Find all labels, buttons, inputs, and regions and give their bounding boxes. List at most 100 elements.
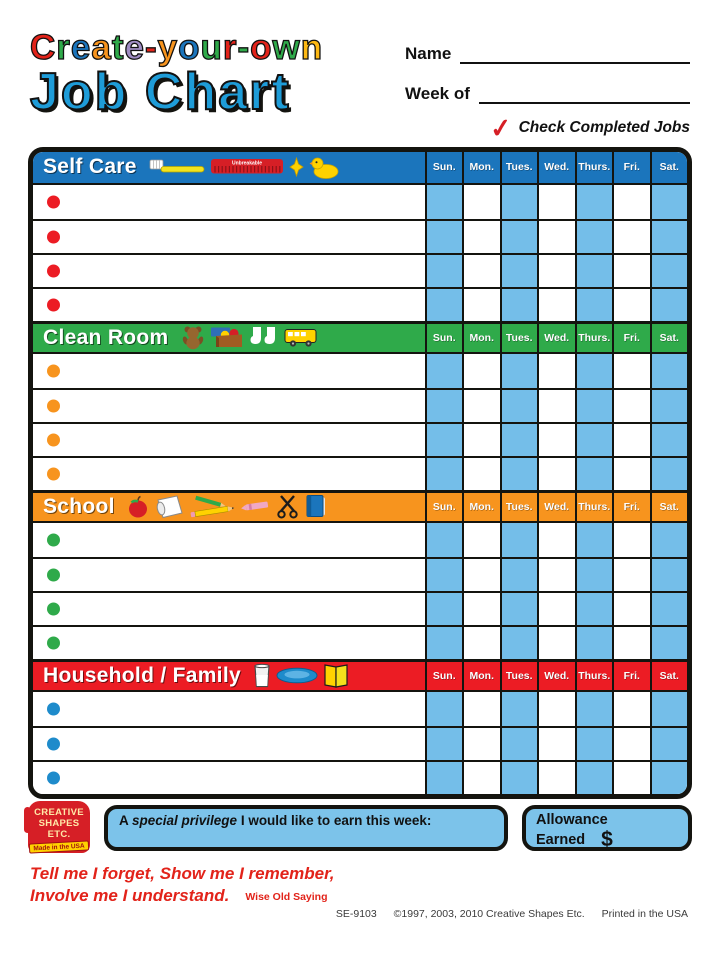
check-cell[interactable] bbox=[649, 389, 687, 422]
check-cell[interactable] bbox=[424, 389, 462, 422]
check-cell[interactable] bbox=[424, 288, 462, 321]
task-write-area[interactable] bbox=[33, 255, 425, 287]
check-cell[interactable] bbox=[649, 761, 687, 794]
check-cell[interactable] bbox=[424, 423, 462, 456]
task-write-area[interactable] bbox=[33, 627, 425, 659]
check-cell[interactable] bbox=[499, 558, 537, 591]
check-cell[interactable] bbox=[499, 592, 537, 625]
check-cell[interactable] bbox=[499, 423, 537, 456]
task-write-area[interactable] bbox=[33, 523, 425, 557]
check-cell[interactable] bbox=[424, 353, 462, 388]
check-cell[interactable] bbox=[462, 353, 500, 388]
check-cell[interactable] bbox=[574, 254, 612, 287]
task-write-area[interactable] bbox=[33, 185, 425, 219]
check-cell[interactable] bbox=[499, 626, 537, 659]
check-cell[interactable] bbox=[612, 353, 650, 388]
check-cell[interactable] bbox=[574, 691, 612, 726]
check-cell[interactable] bbox=[537, 288, 575, 321]
check-cell[interactable] bbox=[424, 220, 462, 253]
check-cell[interactable] bbox=[574, 761, 612, 794]
task-write-area[interactable] bbox=[33, 354, 425, 388]
check-cell[interactable] bbox=[499, 457, 537, 490]
check-cell[interactable] bbox=[574, 626, 612, 659]
check-cell[interactable] bbox=[537, 423, 575, 456]
check-cell[interactable] bbox=[462, 626, 500, 659]
check-cell[interactable] bbox=[537, 184, 575, 219]
check-cell[interactable] bbox=[574, 457, 612, 490]
check-cell[interactable] bbox=[424, 691, 462, 726]
check-cell[interactable] bbox=[649, 254, 687, 287]
check-cell[interactable] bbox=[499, 522, 537, 557]
check-cell[interactable] bbox=[424, 184, 462, 219]
check-cell[interactable] bbox=[649, 727, 687, 760]
check-cell[interactable] bbox=[574, 558, 612, 591]
check-cell[interactable] bbox=[537, 220, 575, 253]
check-cell[interactable] bbox=[424, 727, 462, 760]
check-cell[interactable] bbox=[462, 288, 500, 321]
check-cell[interactable] bbox=[537, 522, 575, 557]
task-write-area[interactable] bbox=[33, 593, 425, 625]
check-cell[interactable] bbox=[537, 592, 575, 625]
task-write-area[interactable] bbox=[33, 458, 425, 490]
check-cell[interactable] bbox=[612, 691, 650, 726]
week-input-line[interactable] bbox=[478, 86, 690, 104]
name-input-line[interactable] bbox=[460, 46, 690, 64]
task-write-area[interactable] bbox=[33, 221, 425, 253]
check-cell[interactable] bbox=[424, 761, 462, 794]
privilege-box[interactable]: A special privilege I would like to earn… bbox=[104, 804, 508, 851]
check-cell[interactable] bbox=[537, 558, 575, 591]
check-cell[interactable] bbox=[462, 389, 500, 422]
check-cell[interactable] bbox=[612, 727, 650, 760]
check-cell[interactable] bbox=[612, 761, 650, 794]
check-cell[interactable] bbox=[462, 727, 500, 760]
check-cell[interactable] bbox=[462, 220, 500, 253]
check-cell[interactable] bbox=[537, 727, 575, 760]
check-cell[interactable] bbox=[462, 691, 500, 726]
check-cell[interactable] bbox=[574, 727, 612, 760]
check-cell[interactable] bbox=[462, 184, 500, 219]
check-cell[interactable] bbox=[462, 558, 500, 591]
check-cell[interactable] bbox=[537, 761, 575, 794]
task-write-area[interactable] bbox=[33, 390, 425, 422]
check-cell[interactable] bbox=[649, 691, 687, 726]
check-cell[interactable] bbox=[462, 423, 500, 456]
check-cell[interactable] bbox=[537, 254, 575, 287]
check-cell[interactable] bbox=[649, 423, 687, 456]
check-cell[interactable] bbox=[649, 288, 687, 321]
check-cell[interactable] bbox=[499, 691, 537, 726]
check-cell[interactable] bbox=[574, 522, 612, 557]
task-write-area[interactable] bbox=[33, 289, 425, 321]
check-cell[interactable] bbox=[649, 592, 687, 625]
check-cell[interactable] bbox=[462, 254, 500, 287]
task-write-area[interactable] bbox=[33, 424, 425, 456]
check-cell[interactable] bbox=[612, 522, 650, 557]
check-cell[interactable] bbox=[424, 592, 462, 625]
check-cell[interactable] bbox=[574, 220, 612, 253]
check-cell[interactable] bbox=[612, 254, 650, 287]
check-cell[interactable] bbox=[537, 457, 575, 490]
check-cell[interactable] bbox=[499, 353, 537, 388]
check-cell[interactable] bbox=[649, 457, 687, 490]
check-cell[interactable] bbox=[612, 592, 650, 625]
check-cell[interactable] bbox=[499, 254, 537, 287]
check-cell[interactable] bbox=[424, 558, 462, 591]
task-write-area[interactable] bbox=[33, 762, 425, 794]
check-cell[interactable] bbox=[424, 522, 462, 557]
check-cell[interactable] bbox=[537, 691, 575, 726]
check-cell[interactable] bbox=[499, 761, 537, 794]
check-cell[interactable] bbox=[574, 389, 612, 422]
check-cell[interactable] bbox=[612, 220, 650, 253]
check-cell[interactable] bbox=[574, 423, 612, 456]
check-cell[interactable] bbox=[424, 457, 462, 490]
check-cell[interactable] bbox=[537, 389, 575, 422]
check-cell[interactable] bbox=[649, 626, 687, 659]
check-cell[interactable] bbox=[499, 220, 537, 253]
check-cell[interactable] bbox=[649, 522, 687, 557]
task-write-area[interactable] bbox=[33, 559, 425, 591]
check-cell[interactable] bbox=[612, 558, 650, 591]
check-cell[interactable] bbox=[462, 592, 500, 625]
check-cell[interactable] bbox=[537, 626, 575, 659]
check-cell[interactable] bbox=[612, 626, 650, 659]
check-cell[interactable] bbox=[612, 184, 650, 219]
check-cell[interactable] bbox=[574, 592, 612, 625]
